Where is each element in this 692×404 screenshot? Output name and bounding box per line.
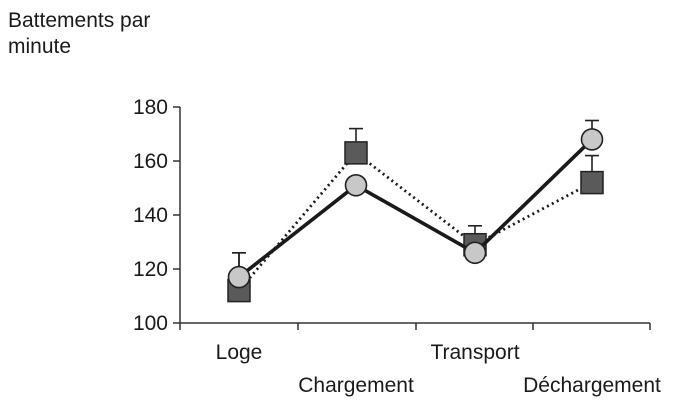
x-tick-label: Déchargement	[523, 374, 661, 397]
series-line	[237, 151, 593, 292]
data-point-circle	[463, 241, 487, 265]
y-tick-label: 140	[133, 204, 168, 227]
data-point-square	[580, 170, 604, 195]
y-tick-label: 160	[133, 150, 168, 173]
data-point-circle	[344, 174, 368, 197]
data-point-circle	[580, 128, 604, 151]
y-tick-label: 180	[133, 96, 168, 119]
x-tick-label: Chargement	[298, 374, 414, 397]
data-point-square	[344, 141, 368, 165]
y-tick-label: 100	[133, 312, 168, 335]
series-2	[227, 119, 604, 289]
y-tick-label: 120	[133, 258, 168, 281]
series-line	[237, 138, 594, 279]
series-1	[227, 127, 604, 303]
y-axis-label-line-2: minute	[8, 35, 71, 58]
data-point-circle	[227, 265, 251, 289]
axes: 100 120 140 160 180 Loge Chargement TransportDé…	[133, 96, 661, 397]
y-axis-label-line-1: Battements par	[8, 9, 150, 32]
x-tick-label: Loge	[216, 341, 263, 364]
x-tick-label: Transport	[430, 341, 519, 364]
series-layer	[227, 119, 604, 303]
